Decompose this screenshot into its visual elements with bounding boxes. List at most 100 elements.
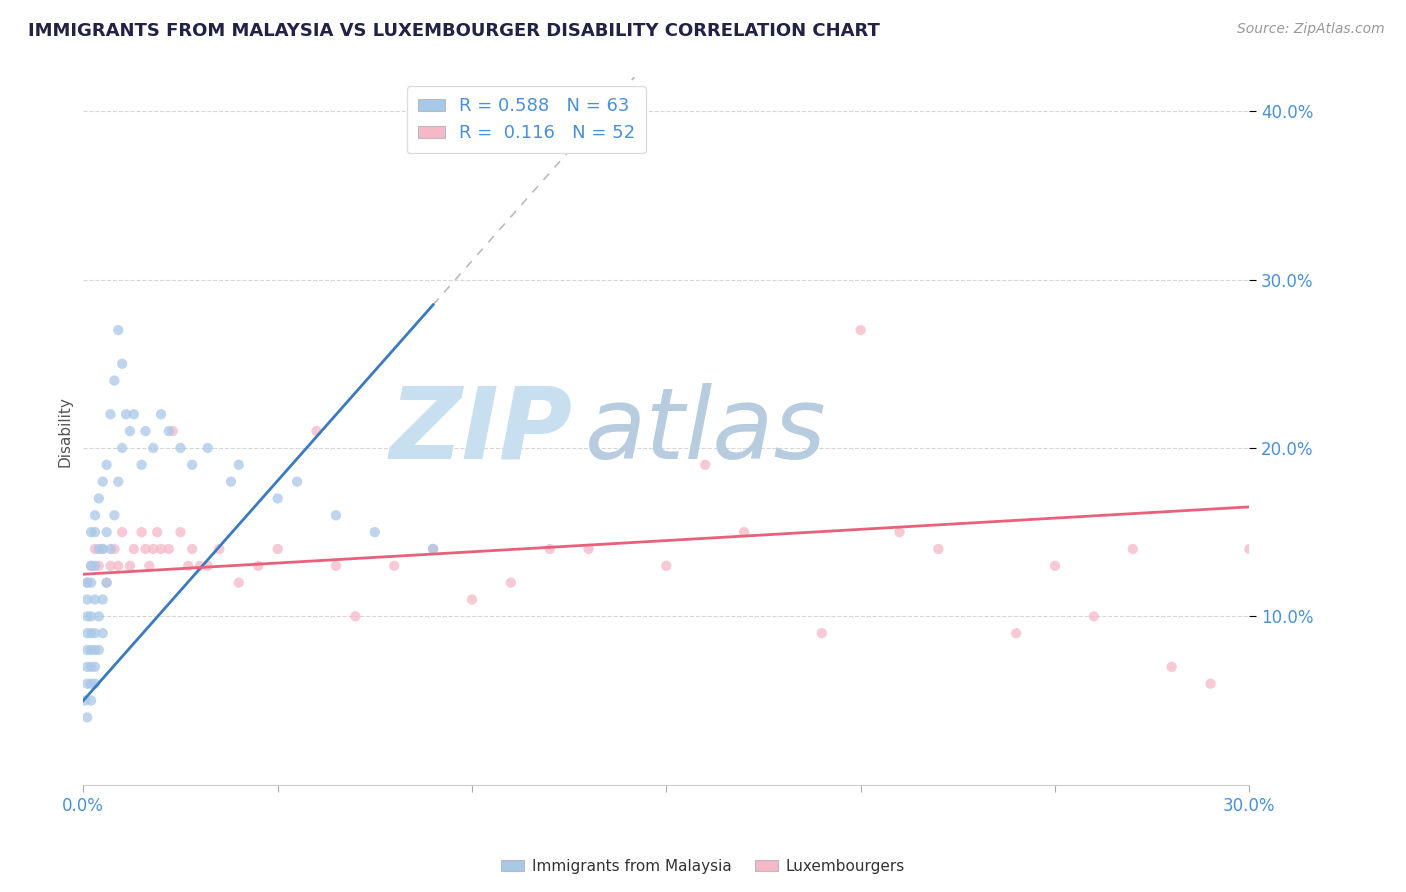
Point	[695, 458, 717, 472]
Point	[499, 575, 522, 590]
Point	[131, 458, 153, 472]
Legend: Immigrants from Malaysia, Luxembourgers: Immigrants from Malaysia, Luxembourgers	[495, 853, 911, 880]
Point	[76, 609, 98, 624]
Point	[80, 558, 103, 573]
Point	[247, 558, 270, 573]
Point	[228, 575, 250, 590]
Point	[208, 541, 231, 556]
Point	[91, 541, 114, 556]
Point	[162, 424, 184, 438]
Point	[96, 575, 118, 590]
Point	[157, 424, 180, 438]
Point	[103, 508, 125, 523]
Point	[364, 525, 387, 540]
Point	[84, 525, 107, 540]
Point	[84, 508, 107, 523]
Text: atlas: atlas	[585, 383, 827, 480]
Point	[1160, 660, 1182, 674]
Point	[1043, 558, 1066, 573]
Point	[1122, 541, 1144, 556]
Point	[96, 575, 118, 590]
Point	[75, 693, 97, 707]
Point	[87, 541, 110, 556]
Point	[325, 508, 347, 523]
Point	[142, 441, 165, 455]
Point	[266, 491, 288, 506]
Point	[578, 541, 600, 556]
Point	[285, 475, 308, 489]
Point	[76, 643, 98, 657]
Point	[138, 558, 160, 573]
Point	[84, 626, 107, 640]
Point	[76, 575, 98, 590]
Point	[150, 407, 173, 421]
Legend: R = 0.588   N = 63, R =  0.116   N = 52: R = 0.588 N = 63, R = 0.116 N = 52	[406, 87, 647, 153]
Point	[146, 525, 169, 540]
Point	[91, 541, 114, 556]
Text: ZIP: ZIP	[389, 383, 574, 480]
Point	[849, 323, 872, 337]
Point	[80, 525, 103, 540]
Y-axis label: Disability: Disability	[58, 396, 72, 467]
Point	[538, 541, 561, 556]
Point	[219, 475, 242, 489]
Point	[169, 525, 191, 540]
Point	[655, 558, 678, 573]
Point	[142, 541, 165, 556]
Point	[1005, 626, 1028, 640]
Point	[1199, 676, 1222, 690]
Point	[169, 441, 191, 455]
Point	[87, 491, 110, 506]
Point	[325, 558, 347, 573]
Point	[80, 626, 103, 640]
Point	[91, 592, 114, 607]
Point	[107, 475, 129, 489]
Point	[76, 660, 98, 674]
Point	[181, 458, 204, 472]
Point	[91, 626, 114, 640]
Point	[84, 660, 107, 674]
Point	[84, 676, 107, 690]
Point	[111, 441, 134, 455]
Point	[84, 592, 107, 607]
Point	[84, 541, 107, 556]
Point	[228, 458, 250, 472]
Point	[76, 710, 98, 724]
Point	[122, 541, 145, 556]
Point	[107, 323, 129, 337]
Point	[305, 424, 328, 438]
Point	[87, 609, 110, 624]
Point	[889, 525, 911, 540]
Point	[118, 558, 141, 573]
Point	[422, 541, 444, 556]
Point	[80, 643, 103, 657]
Point	[76, 575, 98, 590]
Point	[382, 558, 405, 573]
Text: Source: ZipAtlas.com: Source: ZipAtlas.com	[1237, 22, 1385, 37]
Point	[188, 558, 211, 573]
Point	[100, 407, 122, 421]
Point	[266, 541, 288, 556]
Point	[80, 558, 103, 573]
Point	[181, 541, 204, 556]
Point	[927, 541, 949, 556]
Point	[80, 609, 103, 624]
Point	[111, 357, 134, 371]
Point	[1083, 609, 1105, 624]
Point	[76, 626, 98, 640]
Point	[344, 609, 367, 624]
Point	[111, 525, 134, 540]
Point	[118, 424, 141, 438]
Point	[115, 407, 138, 421]
Point	[134, 424, 156, 438]
Point	[80, 660, 103, 674]
Point	[87, 558, 110, 573]
Point	[80, 575, 103, 590]
Point	[84, 558, 107, 573]
Point	[733, 525, 755, 540]
Point	[80, 676, 103, 690]
Text: IMMIGRANTS FROM MALAYSIA VS LUXEMBOURGER DISABILITY CORRELATION CHART: IMMIGRANTS FROM MALAYSIA VS LUXEMBOURGER…	[28, 22, 880, 40]
Point	[96, 525, 118, 540]
Point	[150, 541, 173, 556]
Point	[177, 558, 200, 573]
